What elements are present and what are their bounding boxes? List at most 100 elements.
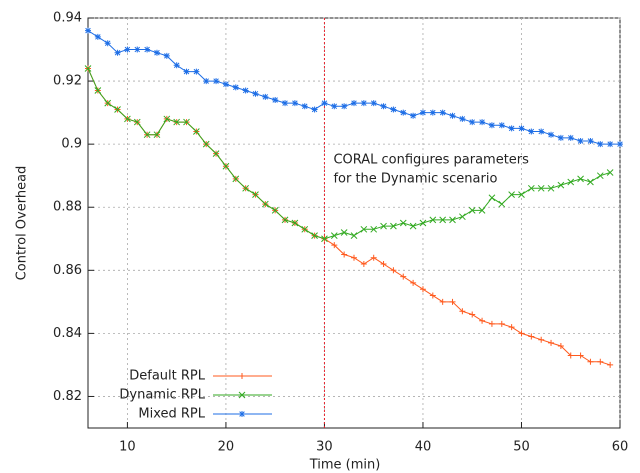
data-point	[399, 219, 407, 227]
data-point	[488, 320, 495, 327]
data-point	[538, 336, 545, 343]
data-point	[498, 320, 505, 327]
data-point	[459, 213, 466, 221]
data-point	[390, 222, 397, 230]
data-point	[528, 333, 535, 340]
data-point	[607, 141, 614, 148]
data-point	[242, 87, 249, 94]
data-point	[232, 84, 239, 91]
data-point	[321, 100, 328, 107]
data-point	[577, 352, 584, 359]
data-point	[341, 251, 348, 258]
data-point	[282, 100, 289, 107]
data-point	[222, 81, 229, 88]
annotation: for the Dynamic scenario	[333, 172, 497, 187]
data-point	[548, 131, 555, 138]
data-point	[133, 118, 141, 126]
legend-marker	[239, 411, 245, 417]
data-point	[232, 175, 240, 183]
data-point	[459, 308, 466, 315]
data-point	[370, 100, 377, 107]
data-point	[410, 112, 417, 119]
legend-label: Dynamic RPL	[119, 388, 205, 403]
data-point	[518, 125, 525, 132]
data-point	[124, 115, 131, 123]
data-point	[203, 78, 210, 85]
data-point	[330, 232, 338, 239]
data-point	[469, 311, 476, 318]
y-tick-label: 0.84	[53, 326, 82, 341]
data-point	[261, 200, 269, 208]
data-point	[104, 40, 111, 47]
data-point	[449, 298, 456, 305]
data-point	[340, 229, 348, 236]
data-point	[331, 242, 338, 249]
data-point	[271, 207, 279, 214]
data-point	[429, 292, 436, 299]
data-point	[410, 279, 417, 286]
x-tick-label: 50	[513, 440, 530, 455]
data-point	[518, 330, 525, 337]
data-point	[597, 358, 604, 365]
data-point	[94, 33, 101, 40]
data-point	[370, 254, 377, 261]
data-point	[468, 207, 476, 214]
data-point	[528, 128, 535, 135]
data-point	[183, 68, 190, 75]
data-point	[193, 128, 200, 135]
data-point	[134, 46, 141, 53]
data-point	[557, 181, 565, 189]
data-point	[144, 46, 151, 53]
data-point	[508, 191, 515, 198]
data-point	[153, 131, 161, 139]
data-point	[439, 298, 446, 305]
data-point	[498, 122, 505, 129]
data-point	[114, 106, 121, 113]
data-point	[380, 261, 387, 267]
data-point	[567, 178, 575, 186]
data-point	[557, 134, 564, 141]
data-point	[291, 219, 299, 227]
data-point	[607, 361, 614, 368]
data-point	[577, 138, 584, 144]
data-point	[557, 343, 564, 349]
data-point	[272, 97, 279, 103]
x-tick-label: 40	[415, 440, 432, 455]
legend-marker	[238, 391, 246, 399]
data-point	[143, 131, 151, 139]
data-point	[439, 109, 446, 116]
data-point	[350, 232, 358, 239]
annotation: CORAL configures parameters	[333, 153, 529, 168]
data-point	[567, 352, 574, 359]
data-point	[94, 87, 102, 94]
data-point	[360, 261, 367, 267]
data-point	[173, 62, 180, 69]
y-tick-label: 0.82	[53, 389, 82, 404]
data-point	[429, 216, 437, 224]
data-point	[351, 254, 357, 261]
x-tick-label: 60	[612, 440, 629, 455]
y-tick-label: 0.94	[53, 11, 82, 26]
data-point	[202, 140, 210, 148]
data-point	[222, 162, 230, 170]
y-tick-label: 0.92	[53, 74, 82, 89]
data-point	[459, 115, 466, 122]
data-point	[301, 103, 308, 110]
y-tick-label: 0.86	[53, 263, 82, 278]
data-point	[537, 184, 545, 192]
data-point	[351, 100, 357, 107]
data-point	[419, 286, 426, 293]
legend-label: Default RPL	[129, 369, 206, 384]
data-point	[498, 200, 506, 208]
legend-marker	[239, 373, 245, 379]
data-point	[281, 216, 289, 224]
data-point	[409, 222, 417, 230]
data-point	[400, 109, 407, 116]
data-point	[587, 138, 594, 144]
data-point	[508, 324, 515, 331]
plot-frame	[87, 17, 621, 429]
data-point	[538, 128, 545, 135]
data-point	[193, 68, 200, 75]
data-point	[153, 49, 160, 56]
